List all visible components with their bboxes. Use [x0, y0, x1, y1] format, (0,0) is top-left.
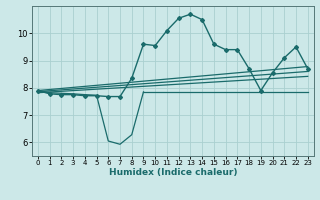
X-axis label: Humidex (Indice chaleur): Humidex (Indice chaleur) — [108, 168, 237, 177]
